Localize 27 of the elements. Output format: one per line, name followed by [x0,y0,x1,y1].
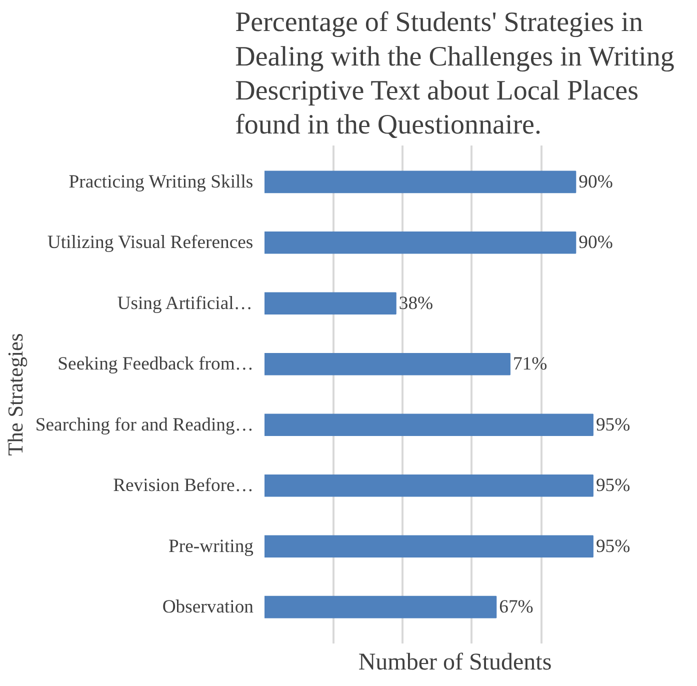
data-label: 95% [596,414,630,436]
data-label: 90% [578,232,613,254]
data-label: 71% [512,354,548,375]
data-label: 95% [596,475,630,496]
x-axis-title: Number of Students [358,650,552,676]
y-tick-label: Utilizing Visual References [47,232,254,254]
y-tick-label: Seeking Feedback from… [58,354,254,375]
y-tick-label: Using Artificial… [117,292,252,314]
y-tick-label: Searching for and Reading… [35,414,254,436]
bar [264,232,576,254]
bar [264,353,510,376]
y-tick-label: Observation [162,596,254,618]
data-label: 90% [578,171,613,192]
y-tick-label: Revision Before… [113,475,254,496]
y-tick-label: Practicing Writing Skills [68,171,254,192]
data-label: 38% [398,292,434,314]
chart-title: Percentage of Students' Strategies in Dealing with the Challenges in Writing Descriptive Text about Local Places found in the Questionnaire. [235,7,674,140]
bar [264,474,594,497]
bar [264,292,396,315]
y-tick-label: Pre-writing [168,536,254,557]
bar [264,596,497,618]
bar [264,170,576,194]
data-label: 67% [499,596,534,618]
bar [264,414,594,436]
data-label: 95% [596,536,630,557]
bar [264,535,594,558]
y-axis-title: The Strategies [3,333,28,456]
